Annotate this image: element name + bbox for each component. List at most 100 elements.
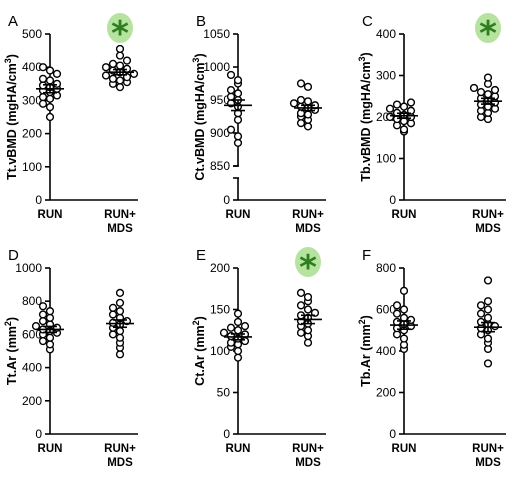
y-tick-label-d: 600 (22, 327, 42, 341)
x-tick-label-f: RUN (392, 443, 417, 455)
y-tick-label-e: 50 (217, 386, 231, 400)
data-point-a (45, 94, 55, 103)
data-point-a (45, 112, 55, 122)
x-tick-label-e: RUN+ (292, 443, 324, 455)
panel-B: B 0 850 900 950 1000 1050 Ct.vBMD (mgHA/cm3) RUN… (191, 13, 326, 235)
y-axis-label-superscript: 2 (191, 320, 201, 325)
data-point-a (52, 69, 62, 78)
significance-star-a: * (111, 14, 129, 54)
data-point-a (101, 71, 111, 80)
data-point-a (115, 51, 125, 60)
y-tick-label-a: 500 (22, 27, 42, 41)
panel-F: F 0 200 400 600 800 Tb.Ar (mm2) RUN RUN+ MDS (357, 247, 506, 469)
y-axis-label-text: Ct.vBMD (mgHA/cm (193, 63, 207, 181)
significance-star-c: * (479, 14, 497, 54)
data-point-b (233, 115, 243, 124)
data-point-a (108, 59, 118, 68)
data-point-a (38, 63, 48, 72)
y-tick-label-e: 200 (210, 261, 230, 275)
y-tick-label-d: 800 (22, 294, 42, 308)
y-tick-label-d: 0 (35, 427, 42, 441)
significance-halo-a (107, 13, 133, 43)
data-point-f (490, 322, 500, 331)
data-point-d (115, 288, 125, 298)
y-axis-label-text: ) (5, 317, 19, 321)
y-axis-label-text: Tt.Ar (mm (5, 326, 19, 385)
x-tick-label-d: RUN (38, 443, 63, 455)
data-point-b (296, 95, 306, 105)
significance-halo-c (475, 13, 501, 43)
panel-letter-a: A (8, 13, 18, 30)
y-tick-label-b: 0 (223, 193, 230, 207)
x-tick-label-f: RUN+ (472, 443, 504, 455)
data-point-b (296, 102, 306, 111)
data-point-f (483, 305, 493, 314)
y-axis-label-c: Tb.vBMD (mgHA/cm3) (357, 52, 373, 181)
y-axis-label-text: Tt.vBMD (mgHA/cm (5, 63, 19, 180)
x-tick-label-f: MDS (475, 457, 501, 469)
data-point-a (115, 83, 125, 92)
panel-letter-e: E (196, 247, 206, 264)
y-axis-label-superscript: 3 (357, 57, 367, 62)
y-tick-label-c: 0 (389, 193, 396, 207)
data-point-c (399, 125, 409, 134)
data-point-d (108, 303, 118, 312)
y-axis-label-superscript: 2 (3, 321, 13, 326)
y-axis-label-a: Tt.vBMD (mgHA/cm3) (3, 54, 19, 180)
x-tick-label-c: RUN (392, 209, 417, 221)
x-tick-label-a: MDS (107, 223, 133, 235)
data-point-e (240, 336, 250, 346)
data-point-d (38, 336, 48, 346)
data-point-c (385, 112, 395, 122)
data-point-c (392, 100, 402, 109)
data-point-e (303, 305, 313, 314)
data-point-c (483, 90, 493, 99)
y-tick-label-d: 400 (22, 361, 42, 375)
x-tick-label-b: RUN (226, 209, 251, 221)
y-tick-label-b: 850 (210, 159, 230, 173)
data-point-b (233, 132, 243, 141)
data-point-d (115, 307, 125, 316)
x-tick-label-a: RUN (38, 209, 63, 221)
x-tick-label-d: MDS (107, 457, 133, 469)
data-point-a (45, 66, 55, 75)
data-point-f (392, 309, 402, 318)
data-point-e (226, 323, 236, 332)
x-tick-label-b: RUN+ (292, 209, 324, 221)
data-point-e (233, 346, 243, 356)
data-point-b (226, 125, 236, 134)
y-tick-label-f: 600 (376, 303, 396, 317)
data-point-d (115, 350, 125, 359)
data-point-d (108, 330, 118, 339)
y-tick-label-e: 150 (210, 303, 230, 317)
data-point-f (483, 359, 493, 368)
data-point-e (303, 338, 313, 347)
panel-D: D 0 200 400 600 800 1000 Tt.Ar (mm2) RUN RUN+ MDS (3, 247, 138, 469)
data-point-a (38, 99, 48, 108)
data-point-d (115, 298, 125, 307)
data-point-c (469, 83, 479, 93)
data-point-a (45, 76, 55, 85)
y-tick-label-f: 400 (376, 344, 396, 358)
data-point-e (296, 301, 306, 310)
data-point-a (108, 74, 118, 83)
data-point-c (476, 87, 486, 97)
data-point-b (303, 122, 313, 131)
data-point-f (483, 313, 493, 322)
data-point-e (296, 288, 306, 298)
data-point-d (45, 340, 55, 349)
y-tick-label-b: 1050 (203, 27, 230, 41)
x-tick-label-b: MDS (295, 223, 321, 235)
data-point-d (45, 313, 55, 322)
data-point-a (38, 74, 48, 83)
data-point-f (399, 305, 409, 314)
data-point-d (108, 310, 118, 319)
panel-E: E 0 50 100 150 200 Ct.Ar (mm2) RUN RUN+ MDS * (191, 247, 326, 469)
data-point-a (101, 63, 111, 72)
data-point-f (476, 309, 486, 318)
y-axis-label-text: ) (193, 53, 207, 57)
data-point-f (483, 276, 493, 285)
y-tick-label-a: 400 (22, 60, 42, 74)
